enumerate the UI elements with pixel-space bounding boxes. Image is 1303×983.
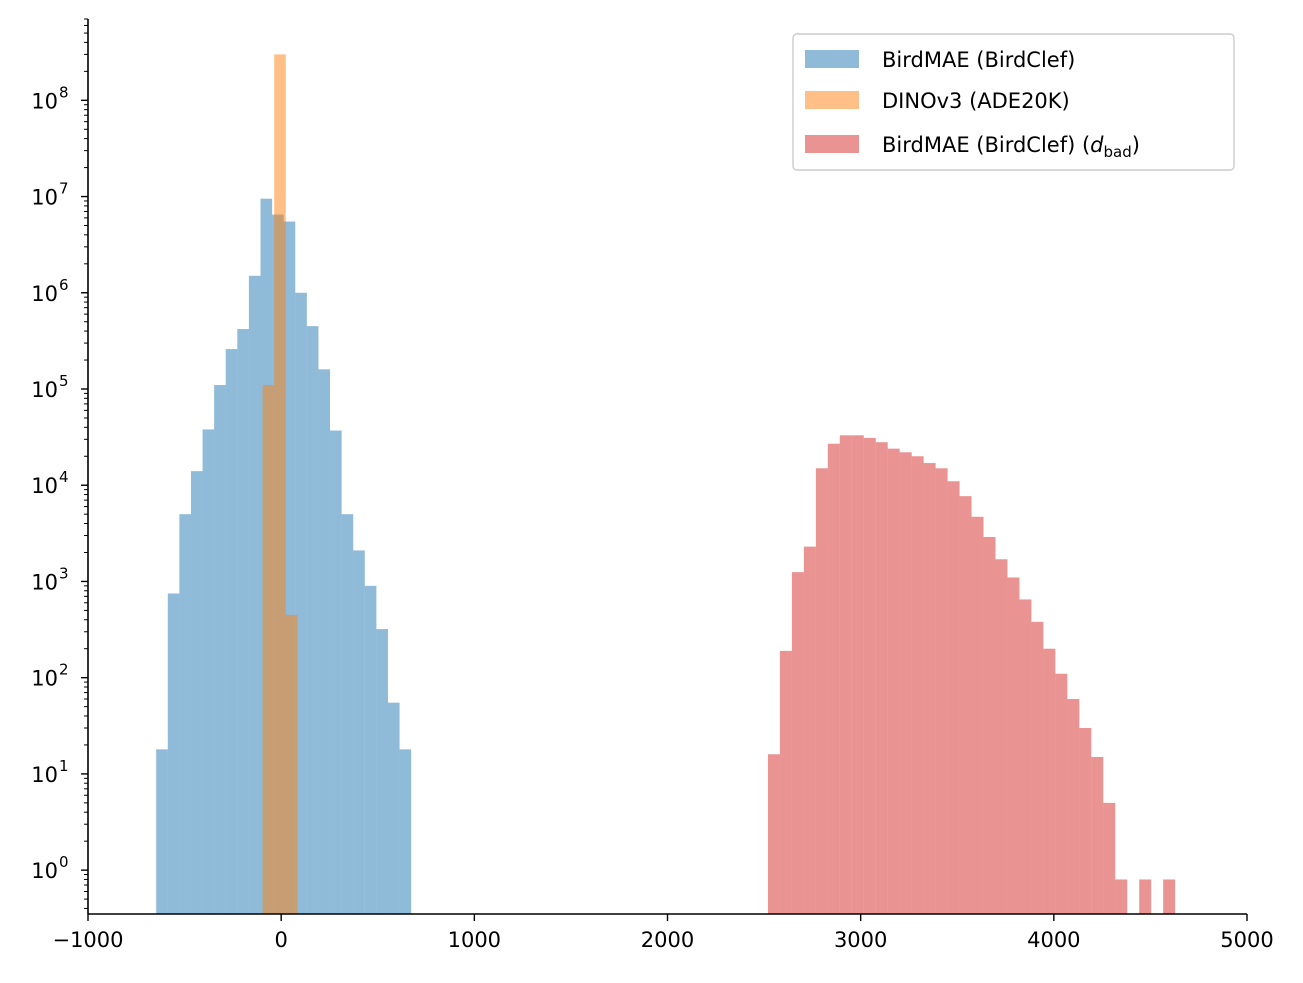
histogram-bar	[791, 572, 804, 914]
histogram-bar	[364, 585, 377, 914]
histogram-bar	[376, 629, 388, 914]
histogram-bar	[839, 435, 852, 914]
histogram-bar	[815, 468, 828, 914]
histogram-bar	[330, 430, 342, 914]
y-tick-label: 10	[31, 570, 58, 594]
histogram-bar	[156, 749, 168, 914]
y-tick-exponent: 2	[59, 661, 69, 679]
legend-swatch	[805, 91, 859, 109]
histogram-bar	[214, 385, 226, 914]
histogram-bar	[995, 559, 1008, 914]
histogram-bar	[1115, 879, 1128, 914]
histogram-bar	[1007, 577, 1020, 914]
histogram-bar	[248, 275, 261, 914]
histogram-bar	[1139, 879, 1152, 914]
histogram-bar	[167, 593, 180, 914]
y-tick-label: 10	[31, 474, 58, 498]
histogram-bar	[1079, 727, 1092, 914]
x-tick-label: 4000	[1027, 928, 1080, 952]
y-tick-label: 10	[31, 667, 58, 691]
histogram-bar	[959, 496, 972, 914]
histogram-bar	[1055, 673, 1068, 914]
histogram-bars	[156, 54, 1176, 915]
histogram-bar	[318, 369, 331, 914]
legend-label: DINOv3 (ADE20K)	[882, 89, 1070, 113]
y-tick-exponent: 5	[59, 372, 69, 390]
histogram-bar	[923, 463, 936, 914]
histogram-bar	[779, 650, 792, 914]
x-tick-label: 1000	[448, 928, 501, 952]
y-tick-label: 10	[31, 186, 58, 210]
histogram-bar	[1163, 879, 1176, 914]
y-tick-exponent: 3	[59, 564, 69, 582]
y-tick-exponent: 0	[59, 853, 69, 871]
y-tick-exponent: 6	[59, 276, 69, 294]
histogram-bar	[875, 442, 888, 914]
histogram-bar	[863, 437, 876, 914]
histogram-bar	[1043, 648, 1056, 914]
y-tick-label: 10	[31, 282, 58, 306]
histogram-bar	[283, 221, 296, 915]
legend: BirdMAE (BirdClef) DINOv3 (ADE20K) BirdMAE…	[792, 33, 1235, 171]
histogram-bar	[190, 471, 203, 914]
legend-swatch	[805, 50, 859, 68]
histogram-bar	[295, 292, 307, 915]
histogram-bar	[237, 329, 249, 915]
histogram-bar	[899, 452, 912, 914]
x-tick-label: 3000	[834, 928, 887, 952]
y-tick-exponent: 8	[59, 83, 69, 101]
legend-label: BirdMAE (BirdClef)	[882, 48, 1075, 72]
histogram-bar	[911, 456, 924, 914]
y-tick-exponent: 4	[59, 468, 69, 486]
histogram-bar	[1019, 599, 1032, 914]
histogram-bar	[983, 536, 996, 914]
series-1-bars	[262, 54, 298, 915]
histogram-bar	[399, 749, 412, 914]
histogram-bar	[285, 614, 298, 914]
x-tick-label: −1000	[52, 928, 123, 952]
histogram-bar	[803, 546, 816, 914]
histogram-bar	[1103, 802, 1116, 914]
x-tick-label: 5000	[1220, 928, 1273, 952]
y-tick-exponent: 1	[59, 757, 69, 775]
histogram-bar	[935, 468, 948, 914]
histogram-bar	[341, 514, 354, 914]
histogram-bar	[887, 448, 900, 914]
histogram-bar	[225, 349, 238, 914]
histogram-bar	[202, 429, 215, 914]
x-tick-label: 0	[274, 928, 287, 952]
histogram-bar	[306, 326, 319, 914]
histogram-bar	[971, 516, 984, 914]
y-tick-label: 10	[31, 859, 58, 883]
legend-box	[792, 33, 1235, 171]
histogram-bar	[1067, 699, 1080, 914]
y-tick-exponent: 7	[59, 180, 69, 198]
histogram-bar	[1031, 621, 1044, 914]
histogram-bar	[947, 481, 960, 914]
x-tick-label: 2000	[641, 928, 694, 952]
histogram-bar	[827, 443, 840, 914]
histogram-bar	[274, 54, 286, 915]
y-tick-label: 10	[31, 89, 58, 113]
legend-swatch	[805, 135, 859, 153]
histogram-bar	[179, 514, 191, 914]
y-tick-label: 10	[31, 378, 58, 402]
histogram-bar	[353, 550, 365, 914]
series-2-bars	[767, 435, 1176, 914]
histogram-bar	[851, 435, 864, 914]
histogram-bar	[262, 385, 275, 914]
y-tick-label: 10	[31, 763, 58, 787]
histogram-bar	[387, 702, 400, 914]
histogram-bar	[767, 754, 780, 914]
histogram-bar	[1091, 756, 1104, 914]
legend-label: BirdMAE (BirdClef) (dbad)	[882, 133, 1140, 161]
